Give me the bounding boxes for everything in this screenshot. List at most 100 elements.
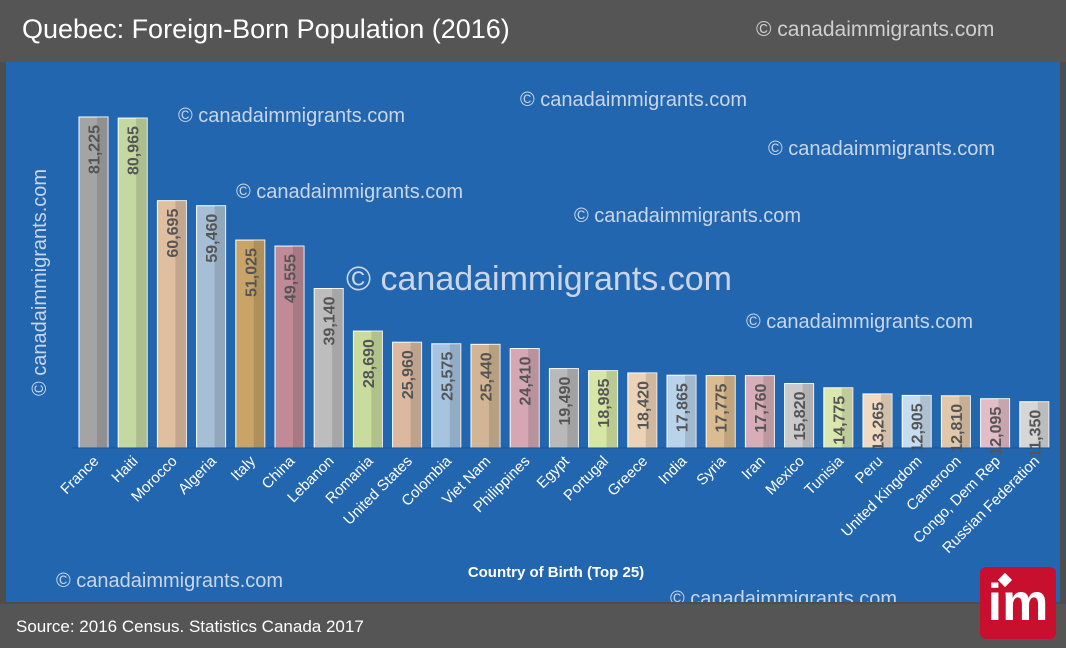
x-tick-label: Peru bbox=[852, 453, 886, 487]
bar-value-label: 15,820 bbox=[792, 391, 809, 440]
bar-shade bbox=[449, 343, 461, 448]
logo-text: im bbox=[987, 574, 1049, 632]
bar bbox=[470, 343, 501, 449]
watermark-6: © canadaimmigrants.com bbox=[746, 311, 973, 333]
bar bbox=[313, 288, 344, 449]
bar bbox=[235, 239, 266, 449]
bar-shade bbox=[371, 331, 383, 448]
bar-value-label: 12,905 bbox=[910, 403, 927, 452]
bar bbox=[352, 330, 383, 449]
bar-shade bbox=[567, 368, 579, 448]
plot-area: © canadaimmigrants.com © canadaimmigrants… bbox=[6, 62, 1060, 602]
watermark-vertical: © canadaimmigrants.com bbox=[29, 169, 51, 396]
bar-shade bbox=[175, 200, 187, 448]
watermark-3: © canadaimmigrants.com bbox=[236, 181, 463, 203]
bar-chart: © canadaimmigrants.com © canadaimmigrants… bbox=[29, 89, 1050, 602]
bar-value-label: 12,095 bbox=[988, 407, 1005, 456]
bar bbox=[901, 394, 932, 449]
bar-shade bbox=[724, 375, 736, 448]
bar-value-label: 25,960 bbox=[400, 350, 417, 399]
bar-value-label: 60,695 bbox=[165, 209, 182, 258]
watermark-7: © canadaimmigrants.com bbox=[56, 570, 283, 592]
bar-value-label: 14,775 bbox=[831, 396, 848, 445]
bar-value-label: 25,440 bbox=[479, 352, 496, 401]
bar bbox=[548, 368, 579, 449]
bar-shade bbox=[920, 395, 932, 448]
bar-shade bbox=[214, 205, 226, 448]
bar-value-label: 17,865 bbox=[675, 383, 692, 432]
x-tick-label: Syria bbox=[693, 452, 730, 489]
x-tick-label: India bbox=[655, 452, 690, 487]
logo-badge: im bbox=[980, 567, 1056, 639]
bar-value-label: 80,965 bbox=[126, 126, 143, 175]
bar-value-label: 81,225 bbox=[87, 125, 104, 174]
watermark-4: © canadaimmigrants.com bbox=[768, 138, 995, 160]
bar-value-label: 18,985 bbox=[596, 379, 613, 428]
x-tick-label: Mexico bbox=[762, 453, 808, 499]
bar bbox=[431, 343, 462, 449]
bar-shade bbox=[136, 118, 148, 449]
x-tick-label: Tunisia bbox=[801, 452, 847, 498]
bar-value-label: 24,410 bbox=[518, 356, 535, 405]
bar-shade bbox=[488, 344, 500, 448]
bar-shade bbox=[684, 375, 696, 448]
bar-shade bbox=[1037, 401, 1049, 448]
watermark-5: © canadaimmigrants.com bbox=[574, 205, 801, 227]
header-watermark: © canadaimmigrants.com bbox=[756, 18, 995, 41]
bar bbox=[627, 372, 658, 449]
bar-value-label: 51,025 bbox=[243, 248, 260, 297]
x-axis-title: Country of Birth (Top 25) bbox=[468, 564, 644, 581]
bar-value-label: 28,690 bbox=[361, 339, 378, 388]
watermark-1: © canadaimmigrants.com bbox=[178, 105, 405, 127]
bar bbox=[1019, 401, 1050, 449]
x-tick-label: Italy bbox=[228, 452, 260, 484]
watermark-large: © canadaimmigrants.com bbox=[346, 260, 732, 298]
x-tick-label: France bbox=[57, 453, 102, 498]
bar-value-label: 39,140 bbox=[322, 296, 339, 345]
bar-value-label: 25,575 bbox=[439, 352, 456, 401]
x-tick-label: Algeria bbox=[175, 452, 221, 498]
x-tick-label: Greece bbox=[604, 453, 651, 500]
bar-value-label: 18,420 bbox=[635, 381, 652, 430]
bar-shade bbox=[96, 117, 108, 448]
bar-shade bbox=[802, 383, 814, 448]
x-tick-label: Haiti bbox=[108, 453, 141, 486]
source-note: Source: 2016 Census. Statistics Canada 2… bbox=[16, 617, 364, 636]
bar bbox=[509, 348, 540, 449]
bar bbox=[196, 205, 227, 449]
bar-value-label: 11,350 bbox=[1027, 410, 1044, 458]
bar bbox=[823, 387, 854, 449]
bar-shade bbox=[332, 288, 344, 448]
bar bbox=[392, 341, 423, 449]
bar bbox=[666, 374, 697, 449]
bar-shade bbox=[763, 375, 775, 448]
bar-value-label: 49,555 bbox=[283, 254, 300, 303]
bar-shade bbox=[253, 240, 265, 448]
x-tick-label: Iran bbox=[738, 453, 768, 483]
bar bbox=[588, 370, 619, 449]
bar bbox=[980, 398, 1011, 449]
header-bar bbox=[0, 0, 1066, 62]
bar-shade bbox=[645, 372, 657, 448]
bar-value-label: 17,760 bbox=[753, 384, 770, 433]
watermark-8: © canadaimmigrants.com bbox=[670, 588, 897, 602]
bar-value-label: 13,265 bbox=[871, 402, 888, 451]
bar-shade bbox=[528, 348, 540, 448]
bar-shade bbox=[998, 398, 1010, 448]
footer-bar bbox=[0, 604, 1066, 648]
chart-title: Quebec: Foreign-Born Population (2016) bbox=[22, 14, 510, 44]
bar-value-label: 59,460 bbox=[204, 214, 221, 263]
bar-value-label: 12,810 bbox=[949, 404, 966, 453]
bar-value-label: 19,490 bbox=[557, 376, 574, 425]
bar-shade bbox=[841, 387, 853, 448]
bar bbox=[862, 393, 893, 449]
bar bbox=[784, 383, 815, 449]
bar-shade bbox=[410, 342, 422, 448]
bar-value-label: 17,775 bbox=[714, 383, 731, 432]
bar-shade bbox=[959, 395, 971, 448]
bar bbox=[156, 200, 187, 449]
watermark-2: © canadaimmigrants.com bbox=[520, 89, 747, 111]
bar bbox=[117, 117, 148, 449]
bar-shade bbox=[880, 393, 892, 448]
bar-shade bbox=[292, 246, 304, 448]
